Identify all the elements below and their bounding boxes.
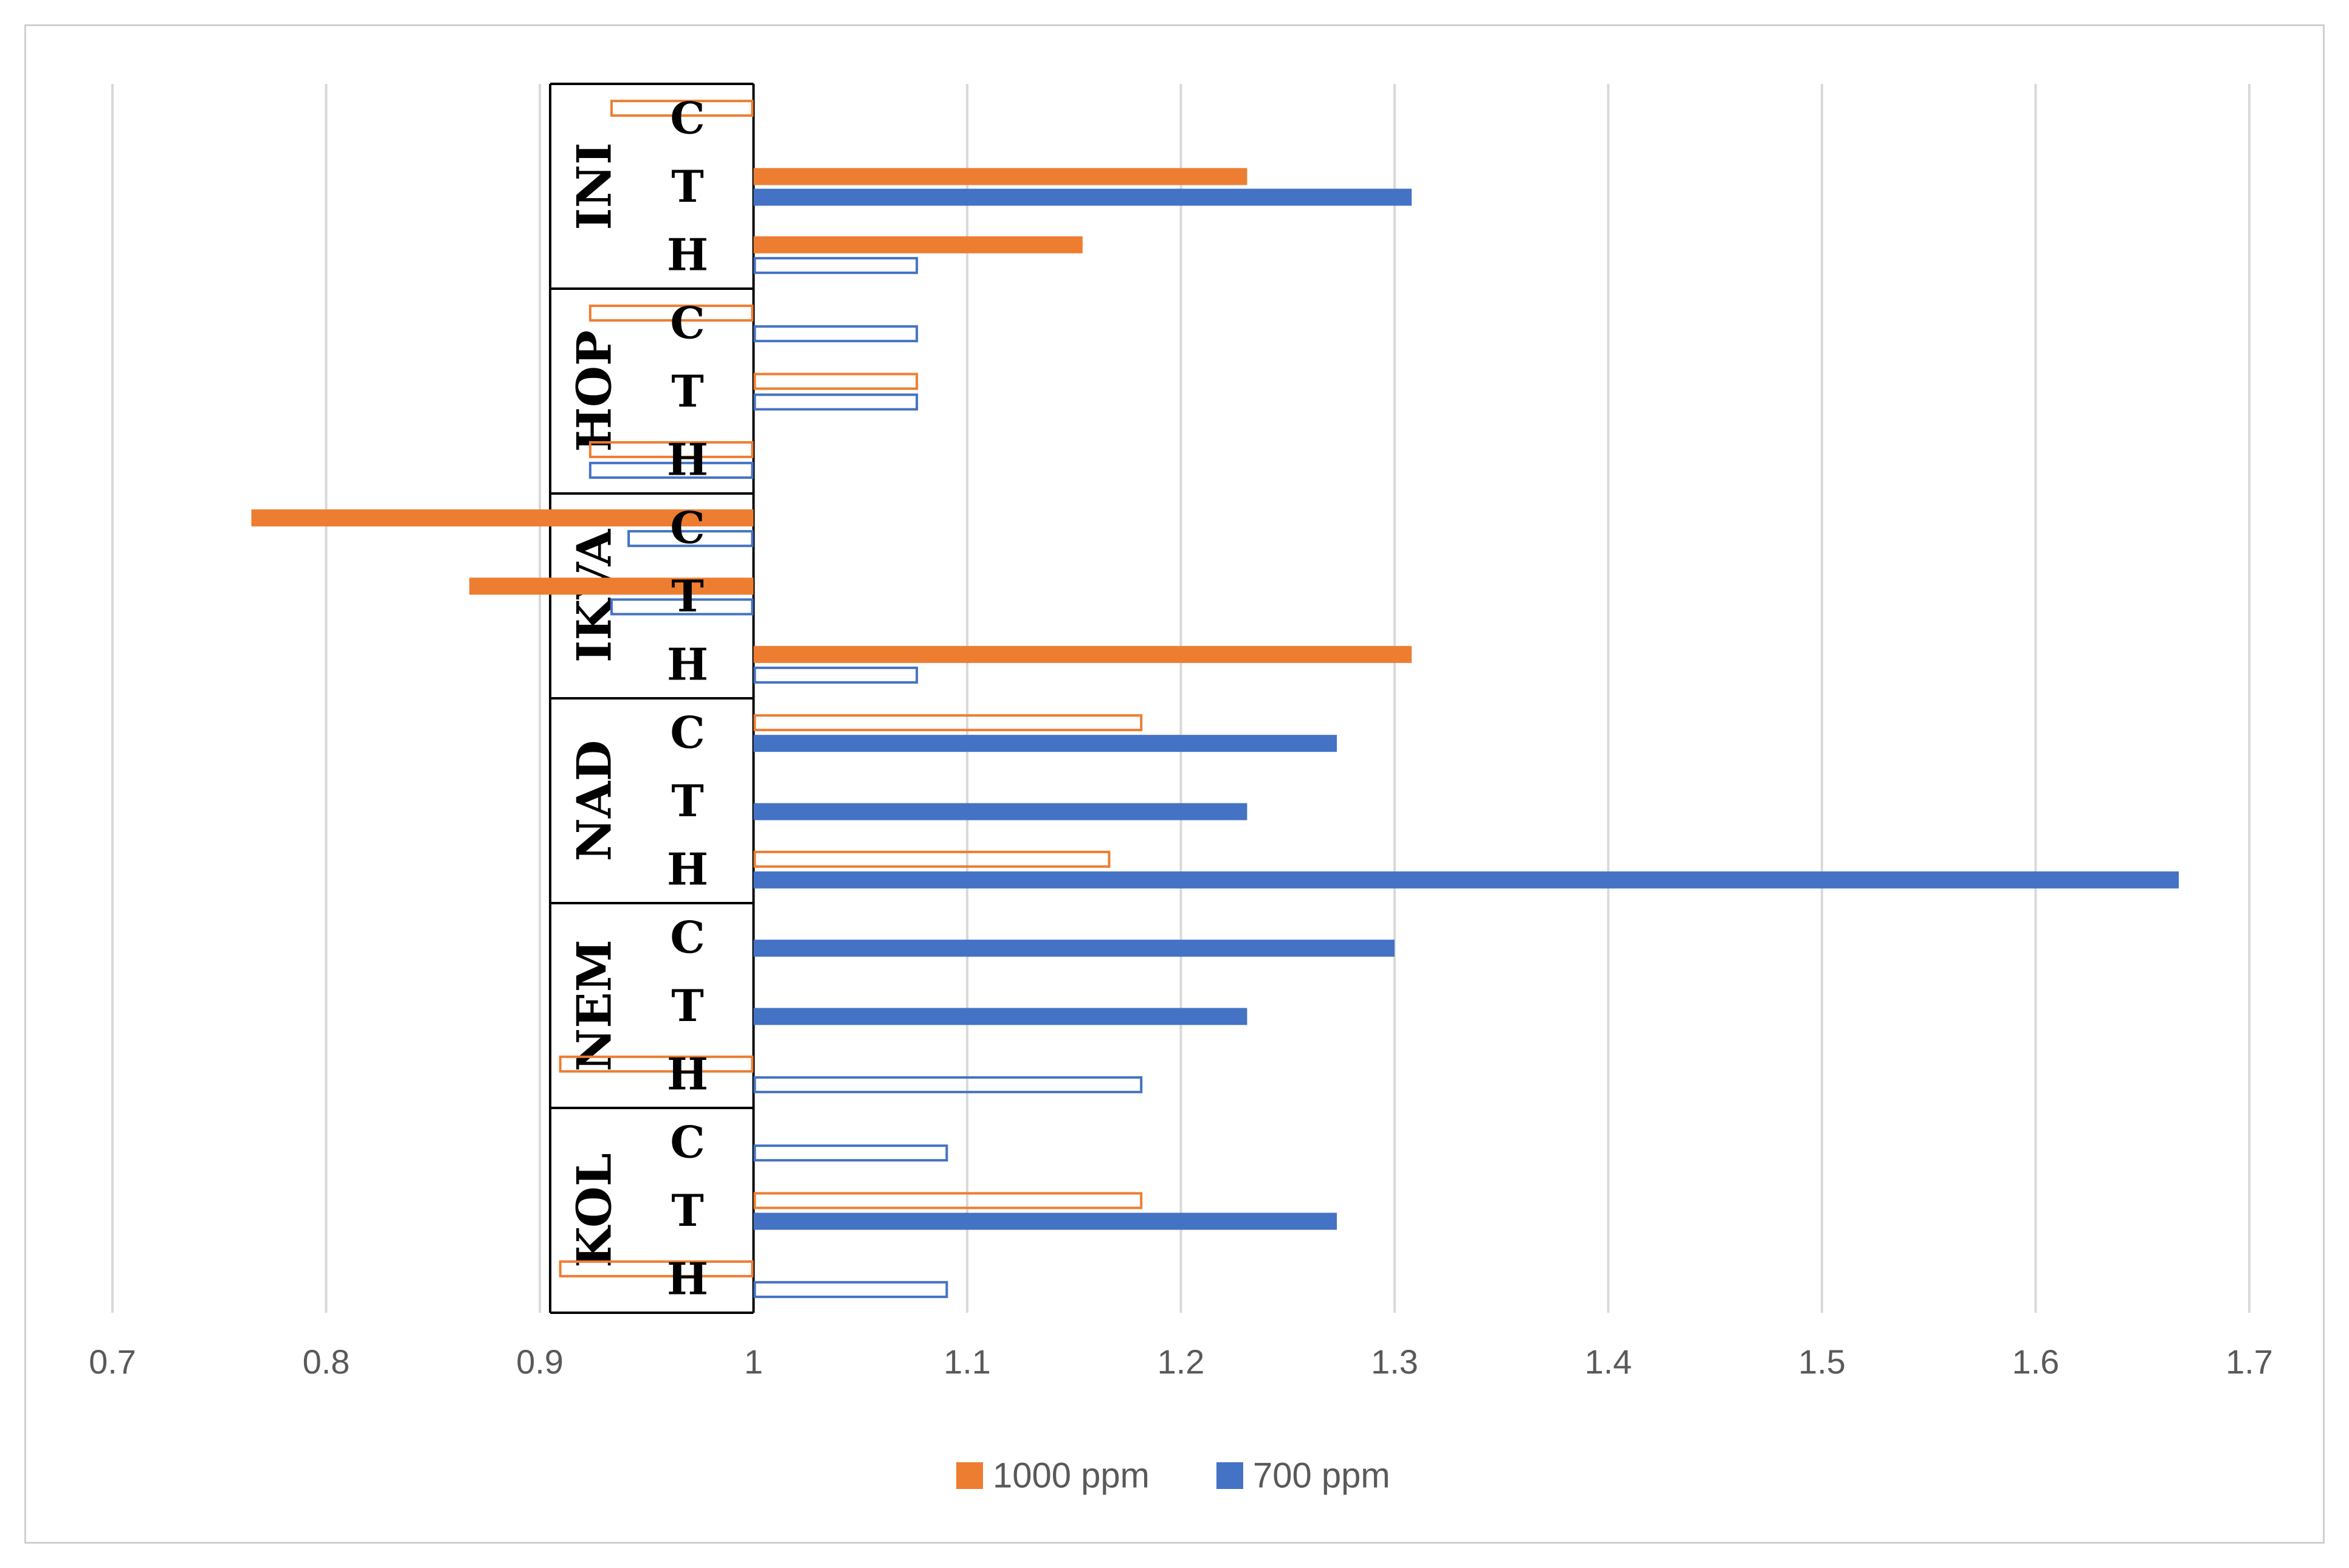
row-label: C bbox=[670, 502, 705, 554]
x-tick-label: 1.7 bbox=[2226, 1343, 2273, 1381]
bar-1000ppm bbox=[559, 1055, 754, 1073]
bar-700ppm bbox=[753, 666, 919, 684]
x-tick-label: 1.6 bbox=[2012, 1343, 2060, 1381]
row-label: C bbox=[670, 912, 705, 963]
row-label: C bbox=[670, 1116, 705, 1168]
bar-700ppm bbox=[753, 256, 919, 274]
row-label: H bbox=[667, 433, 708, 485]
x-tick-label: 1.3 bbox=[1371, 1343, 1418, 1381]
x-tick-label: 1.5 bbox=[1798, 1343, 1846, 1381]
bar-1000ppm bbox=[559, 1260, 754, 1277]
bar-700ppm bbox=[753, 735, 1337, 752]
bar-700ppm bbox=[753, 940, 1395, 957]
x-tick-label: 1.2 bbox=[1157, 1343, 1205, 1381]
row-label: T bbox=[671, 160, 704, 212]
x-tick-label: 1 bbox=[744, 1343, 763, 1381]
row-label: T bbox=[671, 365, 704, 417]
row-label: C bbox=[670, 92, 705, 144]
group-label: NEM bbox=[567, 940, 623, 1071]
bar-1000ppm bbox=[469, 577, 754, 595]
bar-1000ppm bbox=[753, 373, 919, 390]
bar-700ppm bbox=[753, 1144, 948, 1162]
row-label: T bbox=[671, 1185, 704, 1236]
bar-1000ppm bbox=[753, 850, 1111, 868]
bar-700ppm bbox=[753, 393, 919, 411]
bar-700ppm bbox=[753, 803, 1247, 820]
bar-1000ppm bbox=[753, 168, 1247, 185]
group-label: HOP bbox=[567, 330, 623, 452]
legend-swatch bbox=[1216, 1462, 1243, 1489]
legend-swatch bbox=[956, 1462, 983, 1489]
row-label: H bbox=[667, 843, 708, 895]
x-axis-ticks: 0.7 0.8 0.9 1 1.1 1.2 1.3 1.4 1.5 1.6 1.7 bbox=[89, 1343, 2273, 1381]
group-label: INI bbox=[567, 142, 623, 230]
bar-1000ppm bbox=[753, 645, 1412, 663]
bar-1000ppm bbox=[753, 714, 1143, 732]
bar-1000ppm bbox=[588, 441, 754, 458]
gridlines bbox=[111, 84, 2251, 1313]
bar-1000ppm bbox=[588, 304, 754, 322]
row-label: H bbox=[667, 1253, 708, 1304]
row-label: H bbox=[667, 638, 708, 690]
x-tick-label: 0.9 bbox=[516, 1343, 564, 1381]
bar-700ppm bbox=[610, 598, 754, 616]
group-label: IKVA bbox=[567, 528, 623, 662]
category-label-panel: INI HOP IKVA NAD NEM KOL bbox=[549, 83, 755, 1314]
row-label: C bbox=[670, 297, 705, 349]
bar-700ppm bbox=[627, 530, 754, 548]
legend-label: 1000 ppm bbox=[993, 1456, 1150, 1496]
group-label: KOL bbox=[567, 1153, 623, 1268]
x-tick-label: 1.1 bbox=[943, 1343, 991, 1381]
row-label: T bbox=[671, 570, 704, 622]
bar-700ppm bbox=[753, 871, 2179, 889]
bars bbox=[251, 100, 2179, 1298]
bar-700ppm bbox=[588, 461, 754, 479]
row-label: H bbox=[667, 229, 708, 280]
group-label: NAD bbox=[567, 740, 623, 861]
bar-1000ppm bbox=[251, 509, 754, 527]
row-label: C bbox=[670, 707, 705, 758]
x-tick-label: 0.8 bbox=[303, 1343, 350, 1381]
bar-700ppm bbox=[753, 1076, 1143, 1093]
bar-700ppm bbox=[753, 1008, 1247, 1025]
legend-label: 700 ppm bbox=[1253, 1456, 1390, 1496]
bar-700ppm bbox=[753, 1212, 1337, 1230]
bar-1000ppm bbox=[753, 1192, 1143, 1209]
legend: 1000 ppm 700 ppm bbox=[956, 1456, 1390, 1496]
bar-700ppm bbox=[753, 188, 1412, 206]
bar-700ppm bbox=[753, 325, 919, 343]
bar-1000ppm bbox=[610, 100, 754, 117]
bar-700ppm bbox=[753, 1281, 948, 1298]
row-label: T bbox=[671, 775, 704, 827]
row-label: T bbox=[671, 980, 704, 1031]
x-tick-label: 1.4 bbox=[1585, 1343, 1632, 1381]
bar-1000ppm bbox=[753, 236, 1083, 253]
row-label: H bbox=[667, 1048, 708, 1099]
x-tick-label: 0.7 bbox=[89, 1343, 136, 1381]
